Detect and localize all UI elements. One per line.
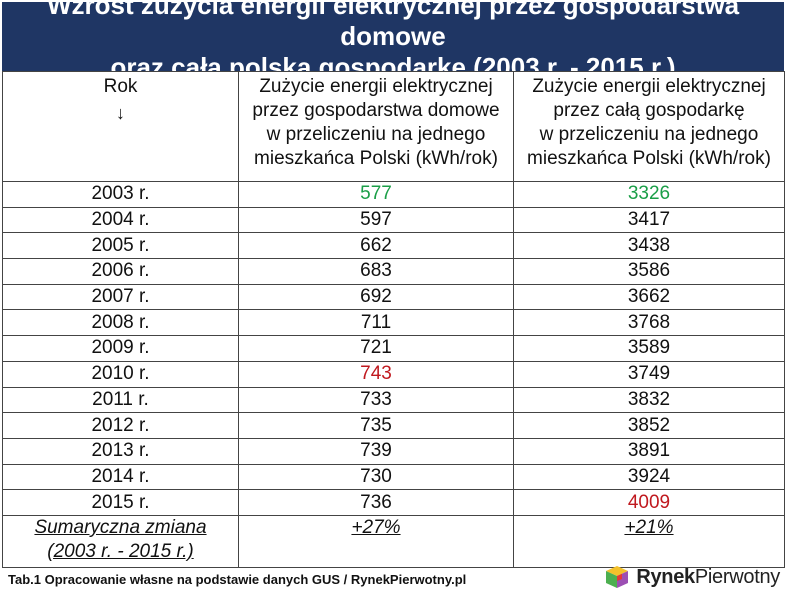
cell-households: 577: [238, 181, 514, 208]
table-row: 2008 r. 711 3768: [2, 309, 785, 337]
cell-year: 2003 r.: [2, 181, 239, 208]
header-year-label: Rok: [103, 76, 138, 97]
logo-cube-icon: [606, 566, 629, 588]
cell-households: 739: [238, 437, 514, 465]
header-households-line: mieszkańca Polski (kWh/rok): [254, 148, 498, 169]
cell-year: 2006 r.: [2, 258, 239, 285]
header-households: Zużycie energii elektrycznej przez gospo…: [238, 71, 514, 182]
cell-economy: 3589: [513, 335, 785, 362]
cell-year: 2007 r.: [2, 283, 239, 311]
table-row: 2012 r. 735 3852: [2, 412, 785, 439]
summary-economy: +21%: [513, 514, 785, 568]
table-row: 2003 r. 577 3326: [2, 181, 785, 208]
header-economy-line: Zużycie energii elektrycznej: [532, 76, 766, 97]
cell-households: 736: [238, 489, 514, 516]
table-row: 2010 r. 743 3749: [2, 360, 785, 388]
cell-households: 721: [238, 335, 514, 362]
table-row: 2013 r. 739 3891: [2, 437, 785, 465]
logo-text-part1: Rynek: [636, 565, 695, 588]
cell-households: 730: [238, 463, 514, 491]
header-economy-line: mieszkańca Polski (kWh/rok): [527, 148, 771, 169]
cell-economy: 3852: [513, 412, 785, 439]
cell-households: 743: [238, 360, 514, 388]
cell-households: 662: [238, 232, 514, 260]
cell-year: 2013 r.: [2, 437, 239, 465]
logo-text: RynekPierwotny: [636, 566, 780, 589]
logo: RynekPierwotny: [604, 565, 780, 589]
cell-economy: 3586: [513, 258, 785, 285]
cell-year: 2012 r.: [2, 412, 239, 439]
table-row: 2005 r. 662 3438: [2, 232, 785, 260]
table-title: Wzrost zużycia energii elektrycznej prze…: [2, 0, 784, 82]
header-year: Rok ↓: [2, 71, 239, 182]
cell-economy: 3832: [513, 386, 785, 414]
cell-year: 2015 r.: [2, 489, 239, 516]
table-row: 2007 r. 692 3662: [2, 283, 785, 311]
table-row: 2011 r. 733 3832: [2, 386, 785, 414]
cell-year: 2005 r.: [2, 232, 239, 260]
header-economy: Zużycie energii elektrycznej przez całą …: [513, 71, 785, 182]
header-households-line: przez gospodarstwa domowe: [252, 100, 500, 121]
summary-households: +27%: [238, 514, 514, 568]
cell-year: 2009 r.: [2, 335, 239, 362]
header-economy-line: w przeliczeniu na jednego: [539, 124, 759, 145]
cell-economy: 3891: [513, 437, 785, 465]
table-row: 2004 r. 597 3417: [2, 206, 785, 234]
source-caption: Tab.1 Opracowanie własne na podstawie da…: [8, 572, 467, 587]
cell-economy: 3438: [513, 232, 785, 260]
table-title-line1: Wzrost zużycia energii elektrycznej prze…: [46, 0, 740, 51]
cell-year: 2010 r.: [2, 360, 239, 388]
cell-year: 2004 r.: [2, 206, 239, 234]
energy-table: Rok ↓ Zużycie energii elektrycznej przez…: [2, 71, 785, 568]
table-row: 2015 r. 736 4009: [2, 489, 785, 516]
summary-label-line2: (2003 r. - 2015 r.): [47, 540, 194, 562]
cell-economy: 3749: [513, 360, 785, 388]
cell-economy: 3417: [513, 206, 785, 234]
down-arrow-icon: ↓: [116, 103, 125, 123]
summary-label: Sumaryczna zmiana (2003 r. - 2015 r.): [2, 514, 239, 568]
header-economy-line: przez całą gospodarkę: [553, 100, 745, 121]
cell-year: 2008 r.: [2, 309, 239, 337]
cell-economy: 3924: [513, 463, 785, 491]
summary-row: Sumaryczna zmiana (2003 r. - 2015 r.) +2…: [2, 514, 785, 568]
table-header-row: Rok ↓ Zużycie energii elektrycznej przez…: [2, 71, 785, 182]
cell-households: 597: [238, 206, 514, 234]
header-households-line: w przeliczeniu na jednego: [266, 124, 486, 145]
cell-households: 711: [238, 309, 514, 337]
logo-text-part2: Pierwotny: [694, 565, 780, 588]
cell-economy: 4009: [513, 489, 785, 516]
cell-year: 2011 r.: [2, 386, 239, 414]
header-households-line: Zużycie energii elektrycznej: [259, 76, 493, 97]
table-row: 2009 r. 721 3589: [2, 335, 785, 362]
table-row: 2006 r. 683 3586: [2, 258, 785, 285]
cell-economy: 3326: [513, 181, 785, 208]
cell-economy: 3662: [513, 283, 785, 311]
cell-households: 692: [238, 283, 514, 311]
summary-label-line1: Sumaryczna zmiana: [34, 516, 207, 538]
cell-households: 733: [238, 386, 514, 414]
table-row: 2014 r. 730 3924: [2, 463, 785, 491]
table-body: 2003 r. 577 3326 2004 r. 597 3417 2005 r. 662 34…: [2, 181, 785, 516]
cell-households: 683: [238, 258, 514, 285]
cell-year: 2014 r.: [2, 463, 239, 491]
cell-households: 735: [238, 412, 514, 439]
cell-economy: 3768: [513, 309, 785, 337]
